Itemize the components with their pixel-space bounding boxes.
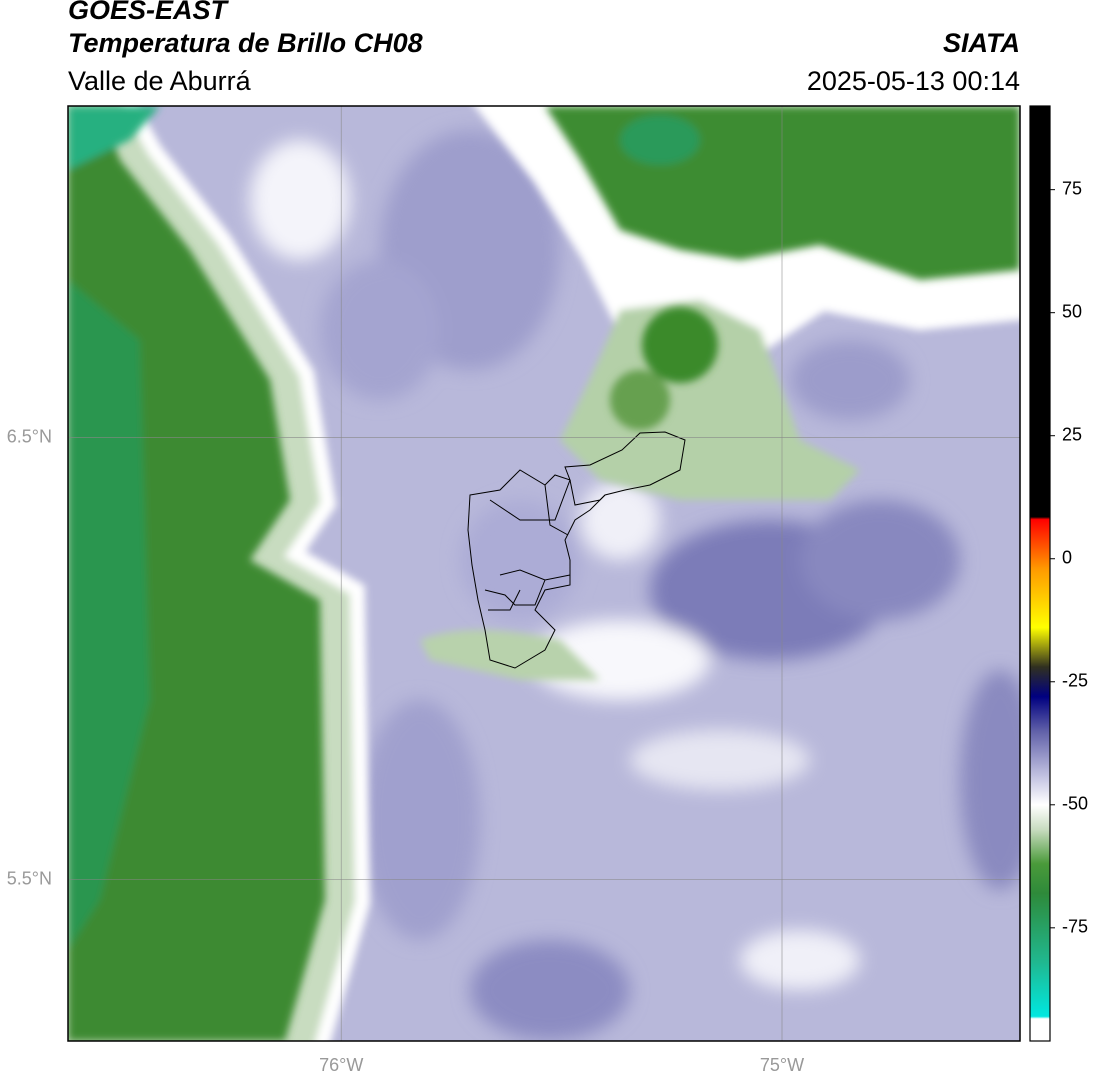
imagery — [68, 106, 1020, 1041]
source: SIATA — [943, 28, 1020, 58]
aburra-valley-outline — [467, 431, 686, 669]
lat-label: 6.5°N — [7, 426, 52, 446]
colorbar-tick-label: -25 — [1062, 671, 1088, 691]
colorbar-tick-label: -75 — [1062, 917, 1088, 937]
colorbar: -75 -50 -25 0 25 50 75 — [1029, 105, 1088, 1042]
colorbar-tick-label: 75 — [1062, 178, 1082, 198]
lon-label: 75°W — [760, 1055, 804, 1075]
title: GOES-EAST — [68, 0, 230, 25]
map-frame — [67, 105, 1021, 1042]
lon-label: 76°W — [319, 1055, 363, 1075]
region: Valle de Aburrá — [68, 66, 252, 96]
colorbar-tick-label: 25 — [1062, 424, 1082, 444]
colorbar-frame — [1029, 105, 1051, 1042]
colorbar-tick-label: 0 — [1062, 547, 1072, 567]
subtitle: Temperatura de Brillo CH08 — [68, 28, 423, 58]
cold-surface — [68, 106, 1020, 1041]
colorbar-fill — [1030, 106, 1050, 1041]
colorbar-tick-label: -50 — [1062, 794, 1088, 814]
datetime: 2025-05-13 00:14 — [807, 66, 1020, 96]
colorbar-tick-label: 50 — [1062, 301, 1082, 321]
grid — [68, 106, 1020, 1041]
lat-label: 5.5°N — [7, 868, 52, 888]
cloud-texture — [250, 130, 1020, 1040]
